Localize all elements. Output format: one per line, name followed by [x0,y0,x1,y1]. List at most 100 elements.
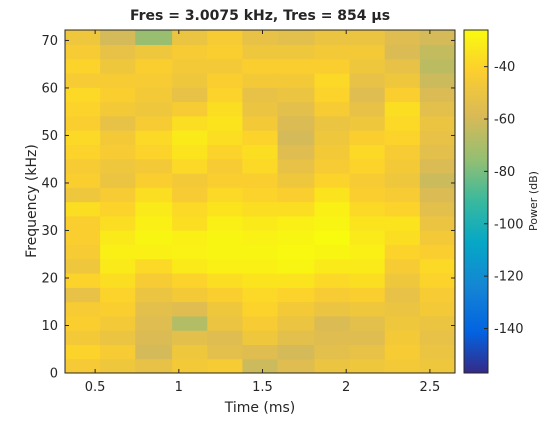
heatmap-cell [277,30,315,45]
heatmap-cell [172,330,208,346]
heatmap-cell [207,344,244,360]
heatmap-cell [314,344,351,360]
heatmap-cell [135,58,173,74]
heatmap-cell [100,172,136,188]
colorbar [463,29,489,374]
heatmap-cell [172,44,208,60]
heatmap-cell [242,144,279,160]
heatmap-cell [172,315,208,331]
heatmap-cell [419,44,455,60]
y-tick-label: 70 [41,34,58,49]
heatmap-cell [419,187,455,203]
heatmap-cell [135,258,173,274]
heatmap-cell [172,187,208,203]
heatmap-cell [172,158,208,174]
heatmap-cell [349,201,386,217]
heatmap-cell [172,287,208,303]
x-tick-label: 2.5 [420,380,441,395]
heatmap-cell [207,201,244,217]
heatmap-cell [100,244,136,260]
heatmap-cell [65,30,101,45]
heatmap-cell [100,158,136,174]
heatmap-cell [100,287,136,303]
heatmap-cell [277,230,315,246]
heatmap-cell [100,101,136,117]
heatmap-cell [314,330,351,346]
heatmap-cell [207,272,244,288]
heatmap-cell [384,187,421,203]
heatmap-cell [135,187,173,203]
heatmap-cell [419,115,455,131]
heatmap-cell [349,44,386,60]
heatmap-cell [207,172,244,188]
heatmap-cell [100,187,136,203]
heatmap-cell [277,58,315,74]
colorbar-tick-label: -40 [494,60,515,75]
heatmap-cell [419,144,455,160]
heatmap-cell [314,130,351,145]
heatmap-cell [277,244,315,260]
heatmap-cell [349,172,386,188]
heatmap-cell [135,358,173,373]
heatmap-cell [172,358,208,373]
x-tick-label: 2 [342,380,350,395]
x-tick-label: 1.5 [252,380,273,395]
heatmap-cell [384,344,421,360]
colorbar-tick-label: -80 [494,165,515,180]
heatmap-cell [242,358,279,373]
heatmap-cell [277,301,315,317]
chart-title: Fres = 3.0075 kHz, Tres = 854 µs [130,8,390,24]
heatmap-cell [242,44,279,60]
heatmap-cell [349,287,386,303]
heatmap-cell [207,301,244,317]
heatmap-cell [100,272,136,288]
heatmap-cell [384,172,421,188]
heatmap-cell [65,44,101,60]
colorbar-tick-label: -60 [494,113,515,128]
heatmap-cell [100,215,136,231]
heatmap-cell [419,272,455,288]
heatmap-cell [65,115,101,131]
heatmap-cell [242,115,279,131]
heatmap-cell [65,358,101,373]
heatmap-cell [349,301,386,317]
heatmap-cell [65,330,101,346]
heatmap-cell [314,87,351,103]
heatmap-cell [65,87,101,103]
heatmap-cell [65,172,101,188]
heatmap-cell [135,158,173,174]
heatmap-cell [135,344,173,360]
heatmap-cell [172,101,208,117]
y-tick-label: 0 [50,367,58,382]
heatmap-cell [65,187,101,203]
heatmap-cell [384,72,421,88]
heatmap-cell [135,130,173,145]
heatmap-cells [65,30,455,373]
heatmap-cell [314,72,351,88]
heatmap-cell [384,301,421,317]
heatmap-cell [242,344,279,360]
heatmap-cell [242,187,279,203]
heatmap-cell [349,158,386,174]
heatmap-cell [172,58,208,74]
heatmap-cell [314,230,351,246]
heatmap-cell [135,44,173,60]
heatmap-cell [384,115,421,131]
plot-frame [64,29,456,374]
heatmap-cell [100,301,136,317]
heatmap-cell [207,30,244,45]
heatmap-cell [207,244,244,260]
heatmap-cell [349,272,386,288]
heatmap-cell [384,101,421,117]
heatmap-cell [419,301,455,317]
heatmap-cell [135,301,173,317]
heatmap-cell [349,215,386,231]
heatmap-cell [314,115,351,131]
heatmap-cell [314,272,351,288]
heatmap-cell [65,130,101,145]
heatmap-cell [277,344,315,360]
heatmap-cell [419,315,455,331]
heatmap-cell [419,230,455,246]
heatmap-cell [207,358,244,373]
heatmap-cell [242,172,279,188]
